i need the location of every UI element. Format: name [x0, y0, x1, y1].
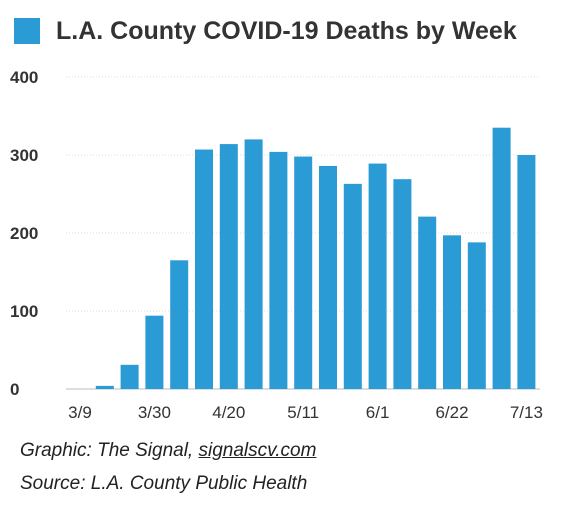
- y-tick-label: 400: [10, 68, 38, 87]
- bar-5-4: [269, 151, 288, 389]
- y-tick-label: 0: [10, 380, 19, 399]
- credit-line: Graphic: The Signal, signalscv.com: [20, 434, 316, 467]
- credit-link[interactable]: signalscv.com: [198, 440, 317, 461]
- y-axis-ticks: 0 100 200 300 400: [10, 68, 38, 399]
- legend-label: L.A. County COVID-19 Deaths by Week: [56, 16, 517, 45]
- bar-7-6: [492, 127, 511, 389]
- bar-4-20: [219, 144, 238, 389]
- bar-4-6: [170, 260, 189, 389]
- bar-6-1: [368, 163, 387, 389]
- credit-prefix: Graphic: The Signal,: [20, 440, 199, 461]
- bar-6-29: [467, 242, 486, 389]
- x-tick-label: 6/1: [366, 403, 390, 422]
- y-tick-label: 300: [10, 146, 38, 165]
- bar-3-23: [120, 364, 139, 389]
- x-tick-label: 6/22: [435, 403, 468, 422]
- bar-3-16: [95, 385, 114, 389]
- bar-5-11: [294, 156, 313, 389]
- bar-7-13: [517, 155, 536, 389]
- x-tick-label: 5/11: [287, 403, 319, 422]
- x-axis-ticks: 3/9 3/30 4/20 5/11 6/1 6/22 7/13: [68, 403, 543, 422]
- bar-6-22: [443, 235, 461, 389]
- bar-6-8: [393, 179, 412, 389]
- source-line: Source: L.A. County Public Health: [20, 473, 308, 494]
- bar-4-13: [195, 149, 213, 389]
- chart-footer: Graphic: The Signal, signalscv.com Sourc…: [20, 434, 316, 500]
- x-tick-label: 4/20: [212, 403, 245, 422]
- bar-5-18: [319, 165, 337, 389]
- x-tick-label: 7/13: [510, 403, 543, 422]
- x-tick-label: 3/30: [138, 403, 171, 422]
- bar-4-27: [244, 139, 263, 389]
- bars: [95, 127, 536, 389]
- y-tick-label: 100: [10, 302, 38, 321]
- y-tick-label: 200: [10, 224, 38, 243]
- bar-6-15: [418, 216, 437, 389]
- legend-swatch: [14, 18, 40, 44]
- x-tick-label: 3/9: [68, 403, 92, 422]
- bar-chart: 0 100 200 300 400 3/9 3/30 4/20 5/11 6/1 6/22 7/13: [10, 68, 543, 422]
- bar-3-30: [145, 315, 164, 389]
- bar-5-25: [343, 183, 362, 389]
- chart-legend: L.A. County COVID-19 Deaths by Week: [14, 14, 517, 48]
